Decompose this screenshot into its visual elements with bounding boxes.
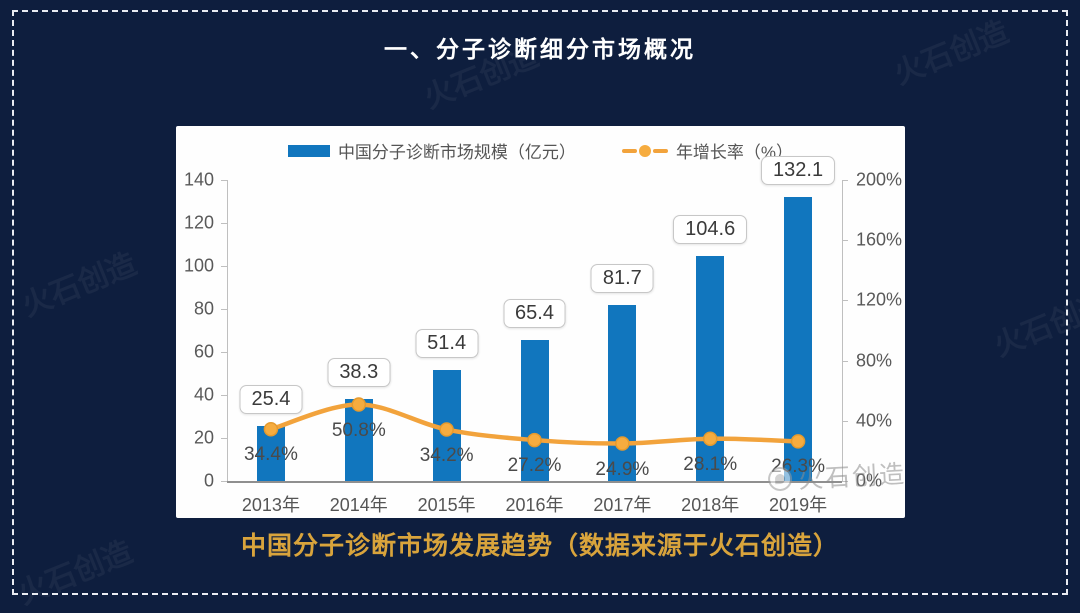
- x-axis-category-label: 2014年: [329, 495, 388, 515]
- left-axis-tick-label: 0: [203, 470, 214, 491]
- x-axis-category-label: 2015年: [417, 495, 476, 515]
- chart-caption: 中国分子诊断市场发展趋势（数据来源于火石创造）: [240, 532, 839, 560]
- left-axis-tick-label: 40: [193, 384, 214, 405]
- x-axis-category-label: 2019年: [769, 495, 828, 515]
- x-axis-category-label: 2017年: [593, 495, 652, 515]
- left-axis-tick: [221, 395, 227, 396]
- right-axis-tick: [842, 481, 848, 482]
- left-axis-tick-label: 120: [183, 212, 214, 233]
- left-axis-tick: [221, 352, 227, 353]
- right-axis-tick: [842, 180, 848, 181]
- market-size-value-label: 51.4: [415, 329, 479, 359]
- vendor-watermark-text: 火石创造: [797, 460, 907, 495]
- chart-panel: 中国分子诊断市场规模（亿元） 年增长率（%） 140 120 100 80 60 40 20…: [176, 126, 907, 518]
- right-axis-tick: [842, 240, 848, 242]
- right-axis-tick-label: 80%: [856, 350, 893, 371]
- growth-rate-label: 24.9%: [595, 458, 650, 480]
- plot-area: 140 120 100 80 60 40 20 0 200% 160% 120% 80% 40% 0% 20…: [176, 126, 905, 518]
- right-axis-tick: [842, 420, 848, 422]
- market-size-value-label: 81.7: [590, 264, 654, 294]
- x-axis-line: [227, 481, 842, 483]
- market-size-value-label: 132.1: [761, 155, 836, 185]
- legend-item-market-size: 中国分子诊断市场规模（亿元）: [287, 138, 576, 163]
- right-axis-tick-label: 0%: [856, 470, 883, 491]
- background-watermark: 火石创造: [17, 247, 142, 324]
- right-axis-tick-label: 200%: [856, 169, 903, 190]
- market-size-value-label: 104.6: [673, 215, 748, 245]
- market-size-value-label: 38.3: [327, 357, 391, 387]
- growth-rate-label: 50.8%: [331, 419, 386, 441]
- left-axis-tick: [221, 438, 227, 439]
- right-axis-line: [842, 180, 843, 481]
- left-axis-tick: [221, 223, 227, 224]
- left-axis-tick: [221, 180, 227, 181]
- left-axis-tick-label: 140: [183, 169, 214, 190]
- x-axis-category-label: 2016年: [505, 495, 564, 515]
- left-axis-tick-label: 100: [183, 255, 214, 276]
- market-size-bar: [608, 305, 637, 481]
- legend-label: 中国分子诊断市场规模（亿元）: [337, 143, 576, 162]
- bar-series-swatch-icon: [287, 144, 330, 157]
- left-axis-tick: [221, 309, 227, 310]
- right-axis-tick-label: 120%: [856, 289, 903, 310]
- right-axis-tick-label: 160%: [856, 229, 903, 250]
- x-axis-category-label: 2018年: [681, 495, 740, 515]
- market-size-bar: [696, 256, 725, 481]
- growth-rate-label: 34.4%: [243, 444, 298, 466]
- right-axis-tick-label: 40%: [856, 410, 893, 431]
- market-size-bar: [784, 196, 813, 481]
- market-size-value-label: 65.4: [503, 299, 566, 329]
- right-axis-tick: [842, 300, 848, 302]
- growth-rate-label: 27.2%: [507, 455, 562, 477]
- left-axis-tick: [221, 266, 227, 267]
- market-size-value-label: 25.4: [239, 385, 303, 415]
- vendor-logo-icon: [767, 466, 793, 492]
- growth-rate-label: 34.2%: [419, 444, 474, 466]
- x-axis-category-label: 2013年: [241, 495, 300, 515]
- left-axis-tick-label: 80: [193, 298, 214, 319]
- background-watermark: 火石创造: [989, 287, 1080, 364]
- page-title: 一、分子诊断细分市场概况: [384, 36, 696, 62]
- line-series-swatch-icon: [621, 144, 668, 158]
- right-axis-tick: [842, 360, 848, 362]
- left-axis-tick-label: 60: [193, 341, 214, 362]
- left-axis-line: [227, 180, 228, 481]
- growth-rate-label: 28.1%: [683, 453, 738, 475]
- left-axis-tick: [221, 481, 227, 482]
- left-axis-tick-label: 20: [193, 427, 214, 448]
- vendor-watermark: 火石创造: [767, 454, 907, 497]
